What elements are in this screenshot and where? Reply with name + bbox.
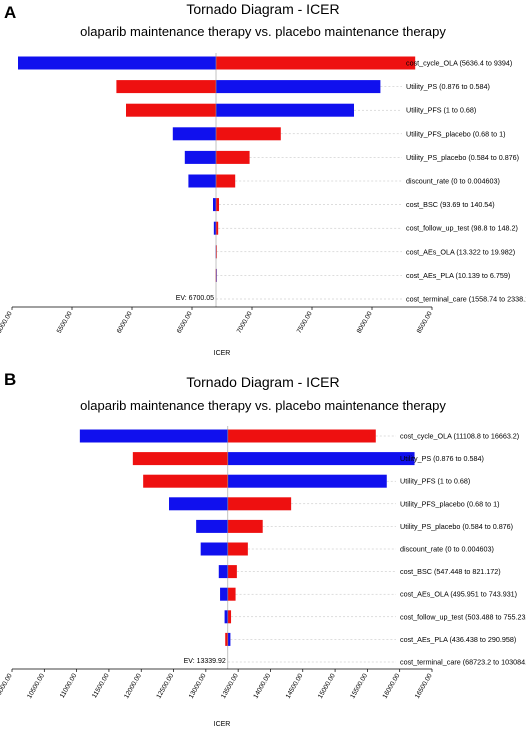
x-tick-label: 15000.00 [317, 672, 337, 700]
bar-label: discount_rate (0 to 0.004603) [400, 545, 494, 554]
panel-letter: A [4, 3, 16, 22]
bar-high [216, 127, 281, 141]
x-tick-label: 6000.00 [116, 310, 134, 334]
bar-high [116, 80, 217, 94]
x-axis-label: ICER [214, 721, 231, 728]
x-tick-label: 15500.00 [349, 672, 369, 700]
x-tick-label: 12000.00 [123, 672, 143, 700]
bar-high [227, 429, 376, 443]
bar-high [227, 542, 248, 556]
bar-low [216, 103, 354, 117]
x-axis-label: ICER [214, 350, 231, 357]
bar-label: Utility_PFS_placebo (0.68 to 1) [400, 499, 499, 508]
bar-high [227, 565, 237, 579]
bar-low [216, 80, 381, 94]
bar-high [227, 497, 292, 511]
bar-low [218, 565, 228, 579]
bar-high [227, 610, 232, 624]
x-tick-label: 13500.00 [220, 672, 240, 700]
bar-low [169, 497, 228, 511]
bar-high [216, 174, 236, 188]
x-tick-label: 5500.00 [56, 310, 74, 334]
x-tick-label: 16000.00 [382, 672, 402, 700]
bar-label: Utility_PS_placebo (0.584 to 0.876) [406, 153, 519, 162]
chart-subtitle: olaparib maintenance therapy vs. placebo… [80, 24, 446, 39]
bar-label: cost_BSC (547.448 to 821.172) [400, 567, 501, 576]
x-tick-label: 12500.00 [155, 672, 175, 700]
bar-low [213, 221, 217, 235]
bar-high [216, 221, 219, 235]
bar-label: Utility_PS (0.876 to 0.584) [400, 454, 484, 463]
bar-label: Utility_PFS (1 to 0.68) [406, 106, 476, 115]
bar-label: cost_AEs_PLA (10.139 to 6.759) [406, 271, 510, 280]
bar-label: cost_AEs_OLA (495.951 to 743.931) [400, 590, 517, 599]
bar-high [225, 632, 228, 646]
x-tick-label: 5000.00 [0, 310, 14, 334]
bar-low [213, 198, 217, 212]
bar-high [227, 519, 263, 533]
bar-label: cost_follow_up_test (503.488 to 755.232) [400, 612, 526, 621]
panel-a: A Tornado Diagram - ICER olaparib mainte… [0, 1, 526, 357]
bar-label: cost_follow_up_test (98.8 to 148.2) [406, 224, 518, 233]
bar-low [227, 452, 415, 466]
bar-label: Utility_PFS (1 to 0.68) [400, 477, 470, 486]
bar-low [172, 127, 217, 141]
panel-letter: B [4, 370, 16, 389]
x-tick-label: 13000.00 [188, 672, 208, 700]
x-tick-label: 16500.00 [414, 672, 434, 700]
bar-high [132, 452, 228, 466]
bar-label: Utility_PFS_placebo (0.68 to 1) [406, 129, 505, 138]
x-tick-label: 10000.00 [0, 672, 14, 700]
x-tick-label: 14000.00 [252, 672, 272, 700]
ev-label: EV: 13339.92 [184, 658, 226, 665]
chart-subtitle: olaparib maintenance therapy vs. placebo… [80, 398, 446, 413]
chart-title: Tornado Diagram - ICER [186, 1, 339, 17]
bar-high [143, 474, 228, 488]
bar-low [224, 610, 228, 624]
bar-label: cost_terminal_care (68723.2 to 103084.8) [400, 658, 526, 667]
x-tick-label: 10500.00 [26, 672, 46, 700]
x-tick-label: 14500.00 [285, 672, 305, 700]
bar-high [216, 198, 219, 212]
bar-label: discount_rate (0 to 0.004603) [406, 177, 500, 186]
x-tick-label: 11000.00 [59, 672, 79, 699]
bar-label: cost_BSC (93.69 to 140.54) [406, 200, 495, 209]
bar-low [196, 519, 228, 533]
bar-label: Utility_PS_placebo (0.584 to 0.876) [400, 522, 513, 531]
x-tick-label: 6500.00 [176, 310, 194, 334]
bar-high [216, 245, 217, 259]
bar-low [220, 587, 228, 601]
bar-low [227, 632, 231, 646]
bar-label: cost_terminal_care (1558.74 to 2338.1) [406, 295, 526, 304]
bar-high [126, 103, 217, 117]
bar-high [227, 587, 236, 601]
bar-low [200, 542, 228, 556]
ev-label: EV: 6700.05 [176, 295, 214, 302]
bar-label: cost_cycle_OLA (5636.4 to 9394) [406, 59, 512, 68]
bar-low [79, 429, 228, 443]
bar-label: cost_AEs_PLA (436.438 to 290.958) [400, 635, 516, 644]
bar-high [216, 150, 250, 164]
bar-low [184, 150, 217, 164]
bar-low [188, 174, 217, 188]
bar-label: cost_cycle_OLA (11108.8 to 16663.2) [400, 432, 519, 441]
bar-low [227, 474, 387, 488]
panel-b: B Tornado Diagram - ICER olaparib mainte… [0, 370, 526, 728]
x-tick-label: 7500.00 [296, 310, 314, 334]
bar-high [216, 56, 416, 70]
x-tick-label: 11500.00 [91, 672, 111, 699]
bar-low [18, 56, 217, 70]
bar-label: cost_AEs_OLA (13.322 to 19.982) [406, 247, 515, 256]
x-tick-label: 8500.00 [416, 310, 434, 334]
chart-title: Tornado Diagram - ICER [186, 374, 339, 390]
x-tick-label: 7000.00 [236, 310, 254, 334]
x-tick-label: 8000.00 [356, 310, 374, 334]
bar-label: Utility_PS (0.876 to 0.584) [406, 82, 490, 91]
